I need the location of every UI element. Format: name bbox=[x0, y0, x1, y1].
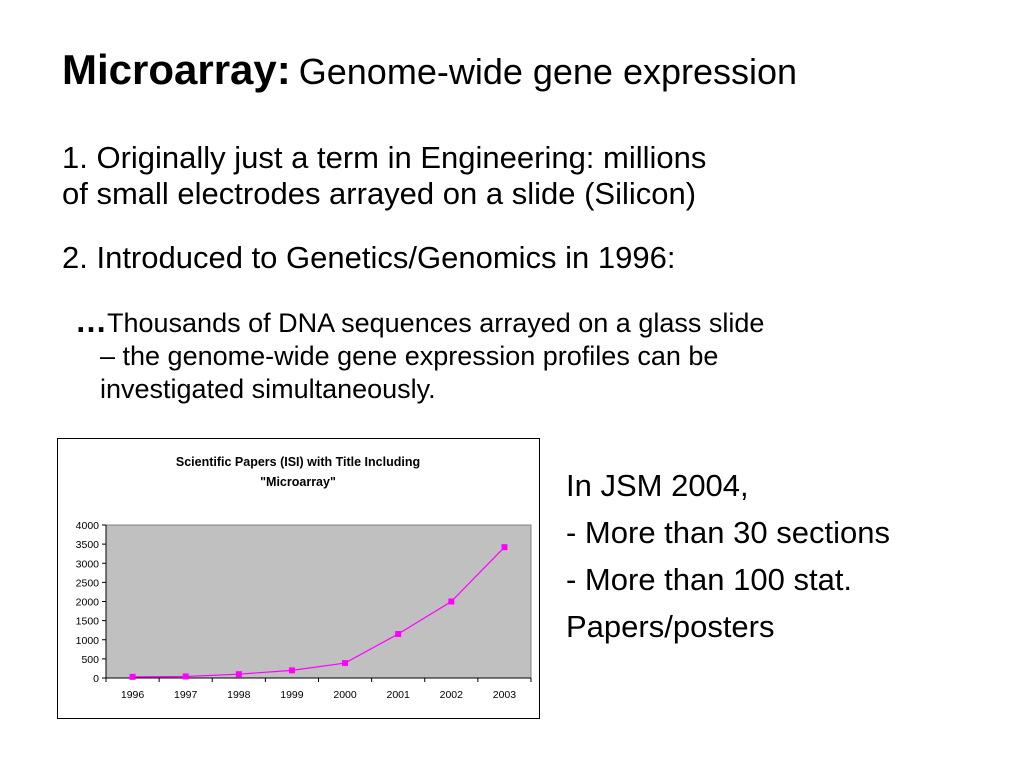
x-tick-label: 1996 bbox=[121, 689, 145, 701]
y-tick-label: 2000 bbox=[76, 597, 100, 609]
point-3-line: investigated simultaneously. bbox=[100, 374, 436, 404]
jsm-notes: In JSM 2004, - More than 30 sections - M… bbox=[566, 462, 890, 650]
point-1-line: of small electrodes arrayed on a slide (… bbox=[62, 176, 697, 211]
jsm-note-line: - More than 100 stat. bbox=[566, 562, 853, 597]
x-tick-label: 1998 bbox=[227, 689, 251, 701]
chart-svg: Scientific Papers (ISI) with Title Inclu… bbox=[76, 455, 532, 701]
x-tick-label: 2002 bbox=[440, 689, 464, 701]
point-3: …Thousands of DNA sequences arrayed on a… bbox=[75, 305, 975, 406]
x-tick-label: 2000 bbox=[333, 689, 357, 701]
papers-chart: Scientific Papers (ISI) with Title Inclu… bbox=[57, 438, 540, 719]
y-tick-label: 1500 bbox=[76, 616, 100, 628]
data-point bbox=[182, 673, 189, 680]
x-tick-label: 1999 bbox=[280, 689, 304, 701]
y-tick-label: 500 bbox=[81, 654, 99, 666]
y-tick-label: 3000 bbox=[76, 558, 100, 570]
data-point bbox=[288, 667, 295, 674]
y-tick-label: 0 bbox=[93, 673, 99, 685]
y-tick-label: 2500 bbox=[76, 577, 100, 589]
chart-title-line2: "Microarray" bbox=[260, 475, 336, 489]
point-3-line: Thousands of DNA sequences arrayed on a … bbox=[107, 308, 765, 338]
title-subtitle: Genome-wide gene expression bbox=[298, 51, 798, 92]
data-point bbox=[342, 660, 349, 667]
point-3-line: – the genome-wide gene expression profil… bbox=[100, 341, 719, 371]
y-tick-label: 4000 bbox=[76, 520, 100, 532]
y-tick-label: 1000 bbox=[76, 635, 100, 647]
slide-title: Microarray: Genome-wide gene expression bbox=[62, 46, 797, 94]
jsm-note-line: - More than 30 sections bbox=[566, 515, 890, 550]
title-keyword: Microarray: bbox=[62, 46, 291, 93]
point-1: 1. Originally just a term in Engineering… bbox=[62, 140, 962, 212]
data-point bbox=[129, 673, 136, 680]
x-tick-label: 2003 bbox=[493, 689, 517, 701]
plot-area bbox=[105, 524, 532, 679]
x-tick-label: 2001 bbox=[387, 689, 411, 701]
data-point bbox=[501, 544, 508, 551]
data-point bbox=[235, 671, 242, 678]
chart-title: Scientific Papers (ISI) with Title Inclu… bbox=[176, 455, 420, 469]
point-2: 2. Introduced to Genetics/Genomics in 19… bbox=[62, 240, 676, 275]
series-line bbox=[132, 546, 505, 678]
data-point bbox=[395, 631, 402, 638]
ellipsis-prefix: … bbox=[75, 303, 107, 339]
y-tick-label: 3500 bbox=[76, 539, 100, 551]
data-point bbox=[448, 598, 455, 605]
jsm-note-line: In JSM 2004, bbox=[566, 468, 749, 503]
jsm-note-line: Papers/posters bbox=[566, 609, 775, 644]
point-1-line: 1. Originally just a term in Engineering… bbox=[62, 140, 707, 175]
x-tick-label: 1997 bbox=[174, 689, 198, 701]
